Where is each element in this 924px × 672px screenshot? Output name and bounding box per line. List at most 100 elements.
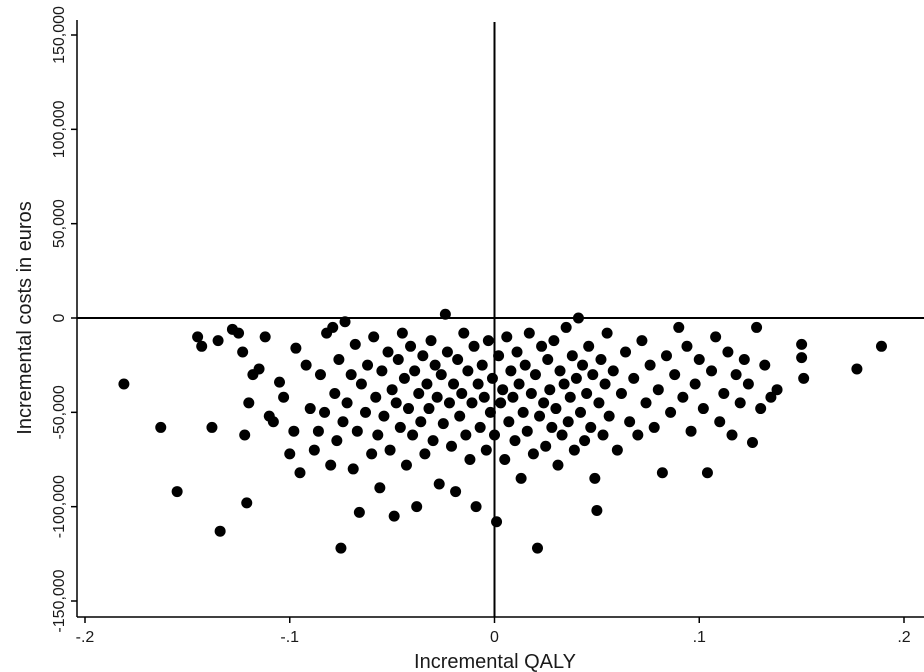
scatter-point [411, 501, 423, 513]
scatter-point [372, 429, 384, 441]
scatter-point [548, 335, 560, 347]
scatter-point [337, 416, 349, 428]
scatter-point [593, 397, 605, 409]
scatter-point [607, 365, 619, 377]
scatter-point [472, 378, 484, 390]
scatter-point [597, 429, 609, 441]
scatter-point [771, 384, 783, 396]
scatter-point [681, 340, 693, 352]
scatter-point [591, 504, 603, 516]
scatter-point [267, 416, 279, 428]
scatter-point [489, 429, 500, 441]
scatter-point [632, 429, 644, 441]
scatter-point [212, 335, 224, 347]
scatter-point [333, 354, 345, 366]
scatter-point [589, 472, 601, 484]
scatter-point [308, 444, 320, 456]
scatter-point [437, 418, 449, 430]
scatter-point [171, 486, 183, 498]
scatter-point [417, 350, 429, 362]
scatter-point [851, 363, 863, 375]
scatter-point [652, 384, 664, 396]
scatter-point [396, 327, 408, 339]
scatter-point [435, 369, 447, 381]
y-tick-label: 50,000 [51, 199, 68, 248]
scatter-point [656, 467, 668, 479]
scatter-point [556, 429, 568, 441]
scatter-point [746, 437, 758, 449]
x-tick-label: .2 [897, 629, 910, 646]
scatter-point [595, 354, 607, 366]
scatter-point [499, 454, 511, 465]
scatter-point [419, 448, 431, 460]
scatter-point [519, 359, 531, 371]
x-tick-label: -.2 [76, 629, 95, 646]
scatter-point [239, 429, 251, 441]
scatter-point [454, 410, 466, 422]
scatter-point [378, 410, 390, 422]
scatter-point [431, 391, 443, 403]
scatter-point [665, 406, 677, 418]
scatter-point [243, 397, 255, 409]
scatter-point [579, 435, 591, 447]
scatter-point [464, 454, 476, 465]
scatter-point [755, 403, 767, 415]
scatter-point [689, 378, 701, 390]
scatter-point [798, 372, 810, 384]
scatter-point [366, 448, 378, 460]
reference-lines [77, 22, 924, 617]
scatter-point [304, 403, 316, 415]
y-tick-label: 150,000 [51, 6, 68, 64]
scatter-point [599, 378, 611, 390]
scatter-point [521, 425, 533, 437]
scatter-point [392, 354, 404, 366]
scatter-point [427, 435, 439, 447]
scatter-point [382, 346, 394, 358]
scatter-point [566, 350, 578, 362]
scatter-point [544, 384, 556, 396]
scatter-point [660, 350, 672, 362]
scatter-point [413, 387, 425, 399]
scatter-point [362, 359, 374, 371]
scatter-point [259, 331, 271, 343]
scatter-point [284, 448, 296, 460]
scatter-point [701, 467, 713, 479]
scatter-point [274, 376, 286, 388]
scatter-point [347, 463, 359, 475]
scatter-point [398, 372, 410, 384]
scatter-point [644, 359, 656, 371]
scatter-point [501, 331, 513, 343]
scatter-point [710, 331, 722, 343]
scatter-point [493, 350, 505, 362]
scatter-point [624, 416, 636, 428]
scatter-point [587, 369, 599, 381]
scatter-point [314, 369, 326, 381]
scatter-point [706, 365, 718, 377]
scatter-point [722, 346, 734, 358]
scatter-point [628, 372, 640, 384]
scatter-point [403, 403, 415, 415]
scatter-point [325, 459, 337, 471]
scatter-point [583, 340, 595, 352]
scatter-point [433, 478, 445, 490]
scatter-point [355, 378, 367, 390]
scatter-point [421, 378, 433, 390]
scatter-point [327, 321, 339, 333]
scatter-point [497, 384, 509, 396]
scatter-point [560, 321, 572, 333]
scatter-point [585, 421, 597, 433]
scatter-point [509, 435, 521, 447]
scatter-point [517, 406, 529, 418]
scatter-point [331, 435, 343, 447]
y-tick-label: -50,000 [51, 385, 68, 439]
y-tick-label: 100,000 [51, 100, 68, 158]
scatter-point [568, 444, 580, 456]
scatter-point [319, 406, 331, 418]
scatter-point [714, 416, 726, 428]
scatter-point [452, 354, 464, 366]
scatter-point [546, 421, 558, 433]
scatter-point [507, 391, 519, 403]
scatter-point [529, 369, 541, 381]
scatter-point [360, 406, 372, 418]
